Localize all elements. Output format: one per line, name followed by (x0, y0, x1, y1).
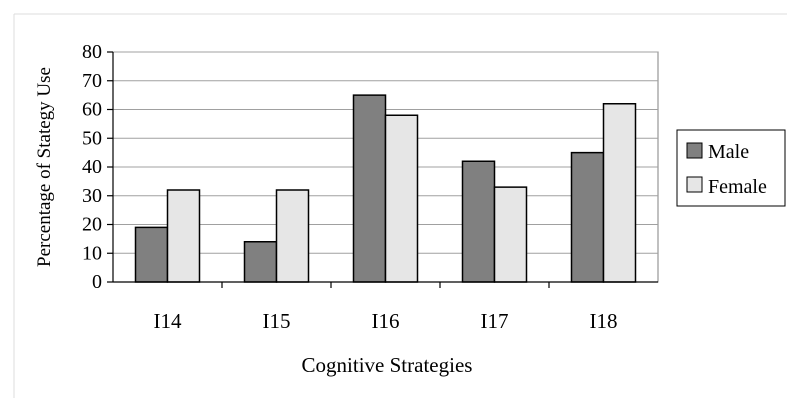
y-tick-label: 0 (92, 271, 102, 293)
bar-male-i17 (461, 160, 496, 283)
bar-female-i17 (493, 186, 528, 283)
bar-male-i15 (243, 241, 278, 283)
x-tick-label: I17 (481, 309, 509, 333)
x-axis-ticks: I14 I15 I16 I17 I18 (154, 282, 618, 333)
legend: Male Female (676, 129, 786, 207)
legend-label-female: Female (708, 176, 767, 198)
y-axis-ticks: 0 10 20 30 40 50 60 70 80 (82, 41, 113, 293)
legend-swatch-female (686, 176, 703, 193)
bar-male-i18 (570, 151, 605, 283)
y-tick-label: 60 (82, 99, 102, 121)
y-tick-label: 30 (82, 185, 102, 207)
bar-female-i15 (275, 189, 310, 283)
y-tick-label: 50 (82, 127, 102, 149)
bar-female-i14 (166, 189, 201, 283)
y-tick-label: 10 (82, 242, 102, 264)
bar-male-i16 (352, 94, 387, 283)
x-tick-label: I18 (590, 309, 618, 333)
bar-female-i18 (602, 103, 637, 283)
y-axis-title: Percentage of Stategy Use (34, 67, 55, 267)
y-tick-label: 20 (82, 214, 102, 236)
y-tick-label: 80 (82, 41, 102, 63)
x-tick-label: I16 (372, 309, 400, 333)
y-tick-label: 70 (82, 70, 102, 92)
y-tick-label: 40 (82, 156, 102, 178)
legend-label-male: Male (708, 141, 749, 163)
x-tick-label: I15 (263, 309, 291, 333)
legend-swatch-male (686, 142, 703, 159)
bar-female-i16 (384, 114, 419, 283)
x-tick-label: I14 (154, 309, 182, 333)
x-axis-title: Cognitive Strategies (302, 353, 473, 377)
bar-male-i14 (134, 226, 169, 283)
